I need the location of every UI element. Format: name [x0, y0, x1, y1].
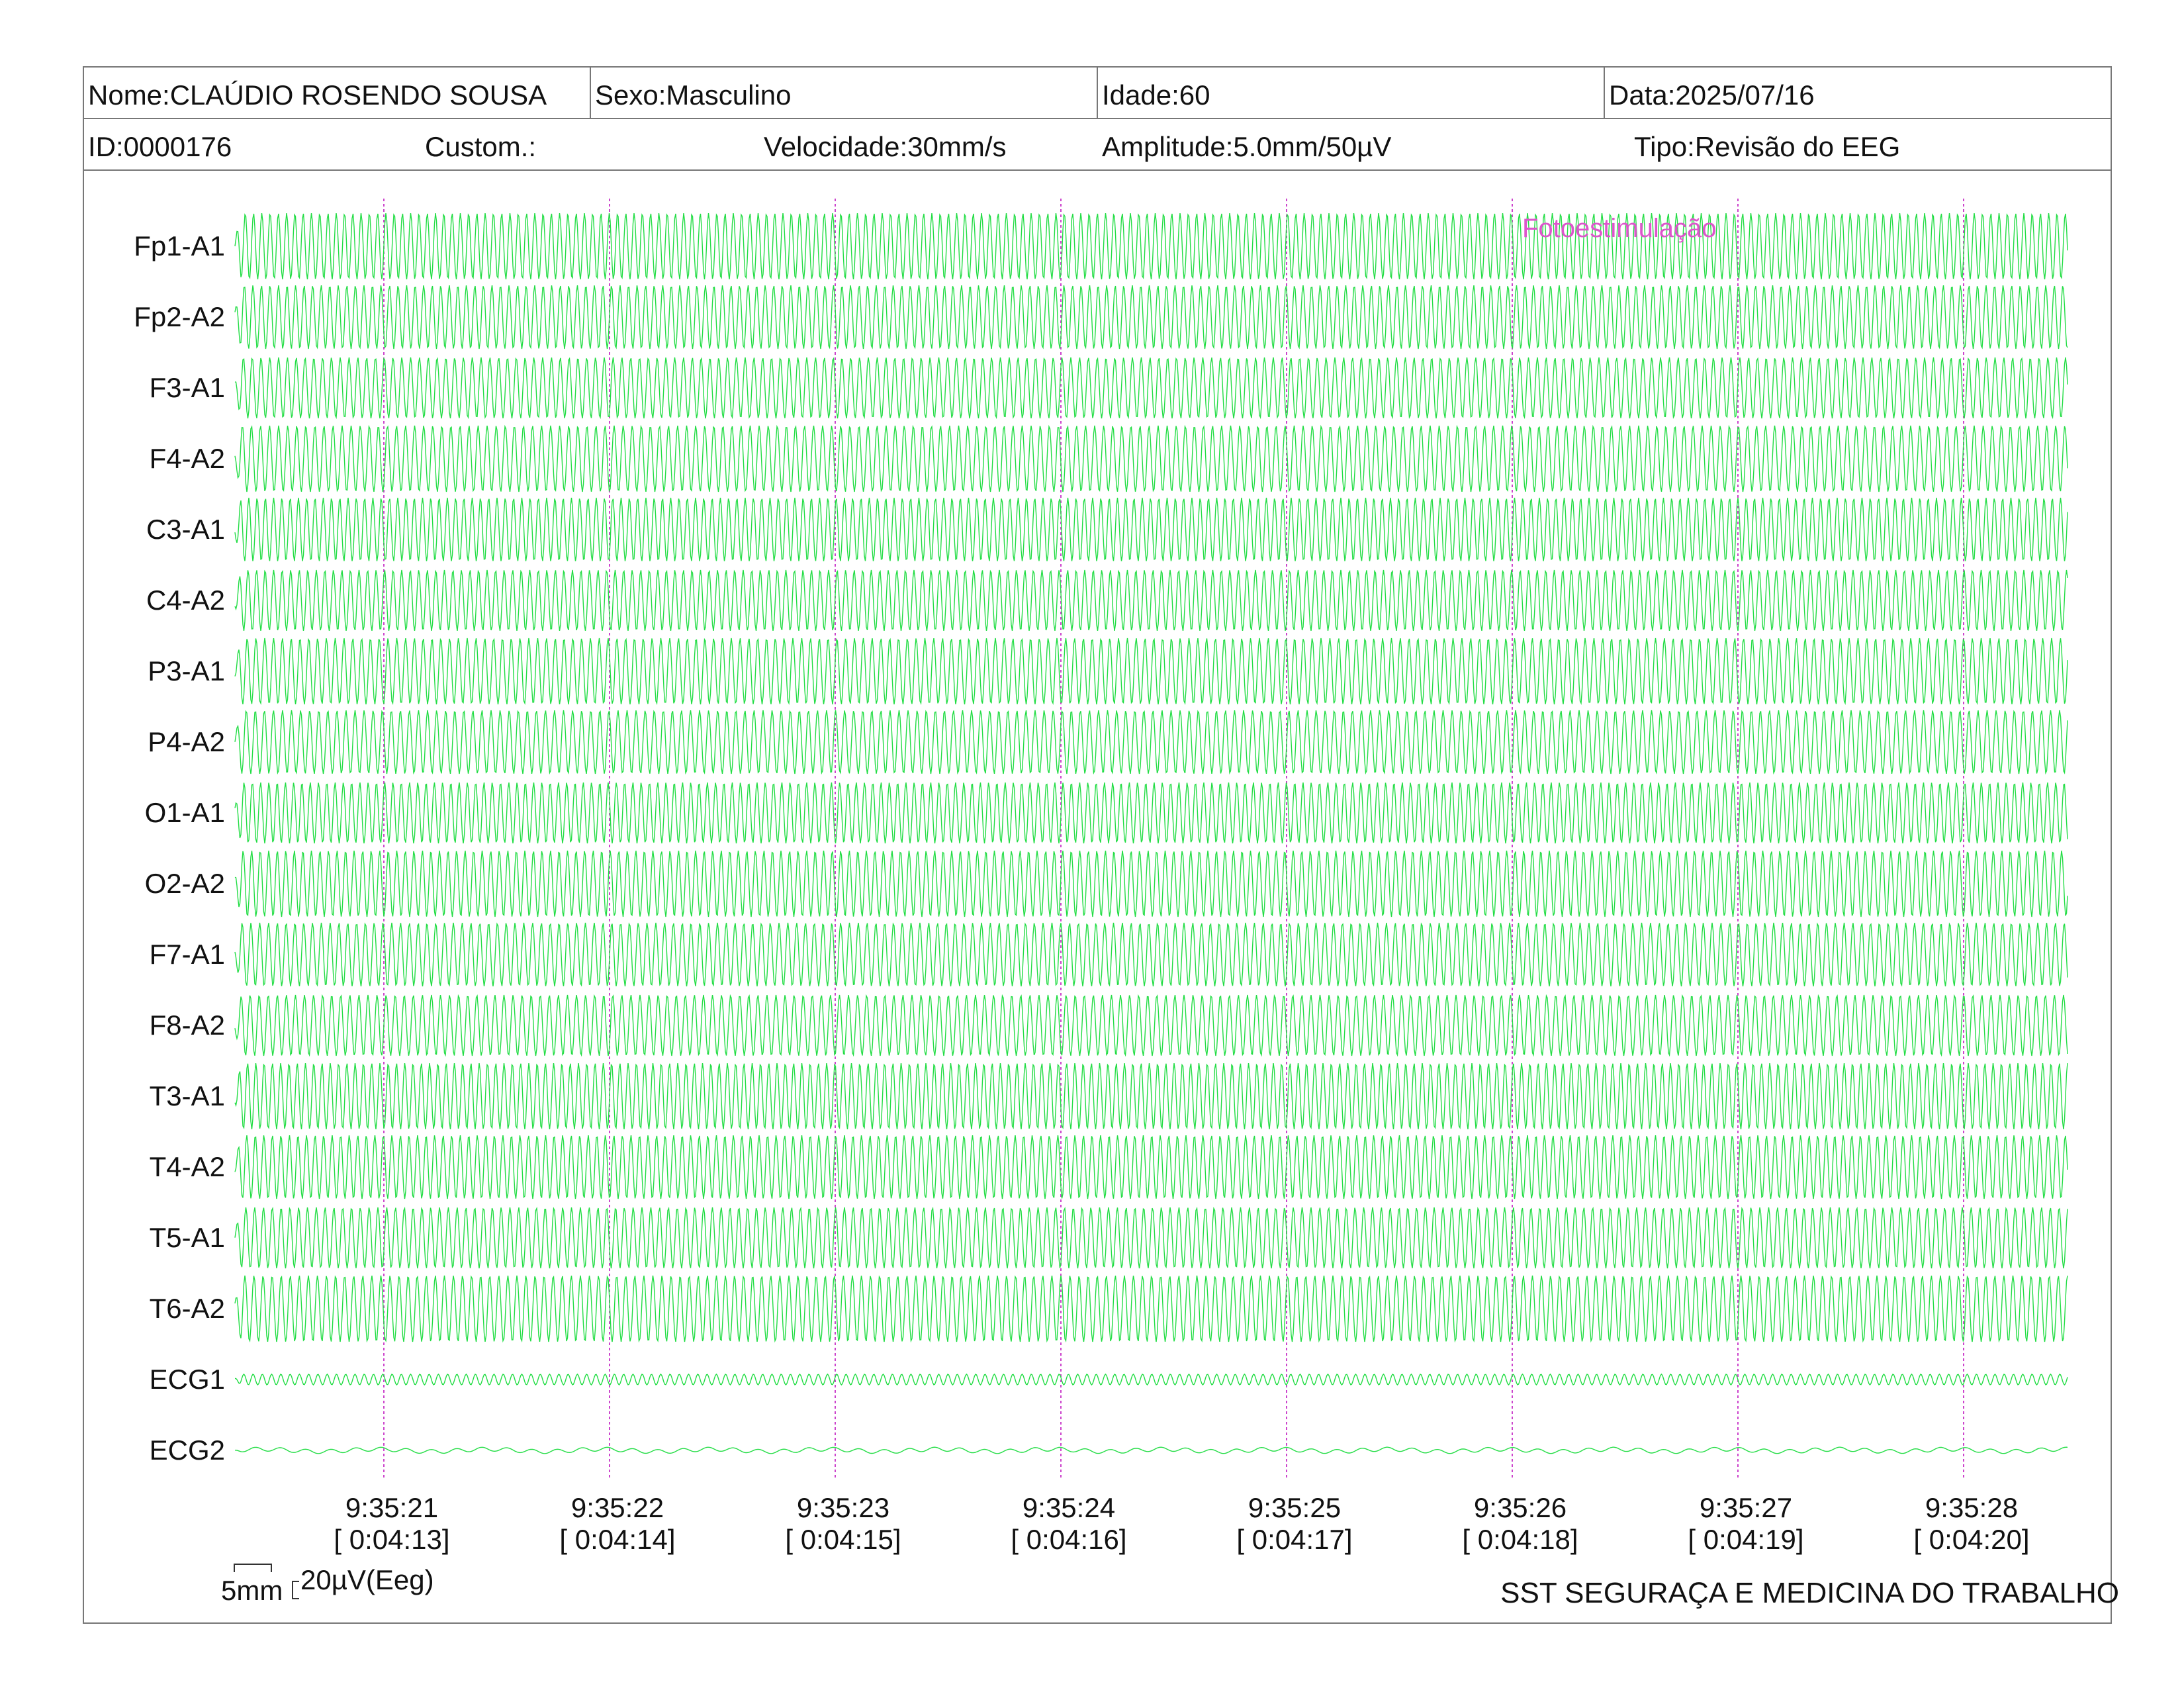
channel-trace: [234, 424, 2068, 492]
recording-amplitude: Amplitude:5.0mm/50µV: [1102, 131, 1392, 162]
patient-sex: Sexo:Masculino: [595, 79, 792, 111]
channel-label: T6-A2: [150, 1293, 225, 1324]
exam-type: Tipo:Revisão do EEG: [1634, 131, 1901, 162]
channel-label: O2-A2: [145, 868, 225, 899]
time-tick-label: 9:35:26: [1474, 1492, 1567, 1523]
time-tick-label: 9:35:22: [571, 1492, 664, 1523]
channel-trace: [234, 213, 2068, 279]
time-tick-label: 9:35:23: [797, 1492, 889, 1523]
channel-trace: [234, 497, 2068, 561]
channel-trace: [234, 994, 2068, 1057]
channel-trace: [234, 569, 2068, 632]
channel-label: C3-A1: [146, 514, 225, 545]
exam-date: Data:2025/07/16: [1609, 79, 1815, 111]
channel-label: ECG1: [150, 1364, 225, 1395]
channel-label: T3-A1: [150, 1080, 225, 1111]
header-divider: [1604, 68, 1605, 119]
recording-speed: Velocidade:30mm/s: [764, 131, 1007, 162]
elapsed-tick-label: [ 0:04:15]: [785, 1524, 901, 1555]
channel-label: T5-A1: [150, 1222, 225, 1253]
channel-trace: [234, 1063, 2068, 1130]
header-row-2: ID:0000176 Custom.: Velocidade:30mm/s Am…: [84, 119, 2111, 171]
channel-label: Fp1-A1: [134, 230, 225, 261]
elapsed-tick-label: [ 0:04:18]: [1462, 1524, 1578, 1555]
time-scale-label: 5mm: [221, 1575, 283, 1605]
channel-trace: [234, 922, 2068, 987]
channel-label: F8-A2: [150, 1009, 225, 1041]
channel-trace: [234, 710, 2068, 775]
channel-label: F4-A2: [150, 443, 225, 474]
elapsed-tick-label: [ 0:04:13]: [334, 1524, 449, 1555]
channel-trace: [234, 1275, 2068, 1343]
report-frame: Nome:CLAÚDIO ROSENDO SOUSA Sexo:Masculin…: [83, 66, 2112, 1624]
channel-trace: [234, 637, 2068, 706]
channel-trace: [234, 1206, 2068, 1269]
patient-id: ID:0000176: [88, 131, 232, 162]
channel-trace: [234, 1135, 2068, 1199]
channel-label: F7-A1: [150, 939, 225, 970]
time-tick-label: 9:35:21: [345, 1492, 438, 1523]
channel-label: C4-A2: [146, 585, 225, 616]
footer-company: SST SEGURAÇA E MEDICINA DO TRABALHO: [1500, 1577, 2119, 1609]
header-row-1: Nome:CLAÚDIO ROSENDO SOUSA Sexo:Masculin…: [84, 68, 2111, 119]
time-tick-label: 9:35:24: [1023, 1492, 1115, 1523]
time-scale-bracket: [234, 1564, 272, 1572]
custom-field: Custom.:: [425, 131, 537, 162]
elapsed-tick-label: [ 0:04:17]: [1236, 1524, 1352, 1555]
time-tick-label: 9:35:27: [1700, 1492, 1792, 1523]
channel-trace: [234, 357, 2068, 420]
channel-label: T4-A2: [150, 1151, 225, 1182]
channel-label: P3-A1: [148, 655, 225, 686]
elapsed-tick-label: [ 0:04:20]: [1913, 1524, 2029, 1555]
annotation-label: Fotoestimulação: [1522, 214, 1716, 243]
channel-trace: [234, 782, 2068, 844]
channel-label: O1-A1: [145, 797, 225, 828]
patient-name: Nome:CLAÚDIO ROSENDO SOUSA: [88, 79, 547, 111]
elapsed-tick-label: [ 0:04:14]: [559, 1524, 675, 1555]
amplitude-scale-label: 20µV(Eeg): [300, 1564, 434, 1595]
elapsed-tick-label: [ 0:04:19]: [1688, 1524, 1803, 1555]
channel-label: Fp2-A2: [134, 301, 225, 332]
header-divider: [1097, 68, 1098, 119]
header-divider: [590, 68, 591, 119]
amplitude-scale-bracket: [292, 1581, 299, 1599]
time-tick-label: 9:35:28: [1925, 1492, 2018, 1523]
patient-age: Idade:60: [1102, 79, 1210, 111]
time-tick-label: 9:35:25: [1248, 1492, 1341, 1523]
channel-trace: [235, 1446, 2068, 1454]
elapsed-tick-label: [ 0:04:16]: [1011, 1524, 1126, 1555]
channel-label: F3-A1: [150, 372, 225, 403]
channel-trace: [235, 1373, 2068, 1386]
scale-bar: 5mm 20µV(Eeg): [221, 1564, 434, 1605]
channel-trace: [234, 851, 2068, 917]
channel-label: P4-A2: [148, 726, 225, 757]
channel-label: ECG2: [150, 1434, 225, 1466]
channel-trace: [234, 285, 2068, 350]
